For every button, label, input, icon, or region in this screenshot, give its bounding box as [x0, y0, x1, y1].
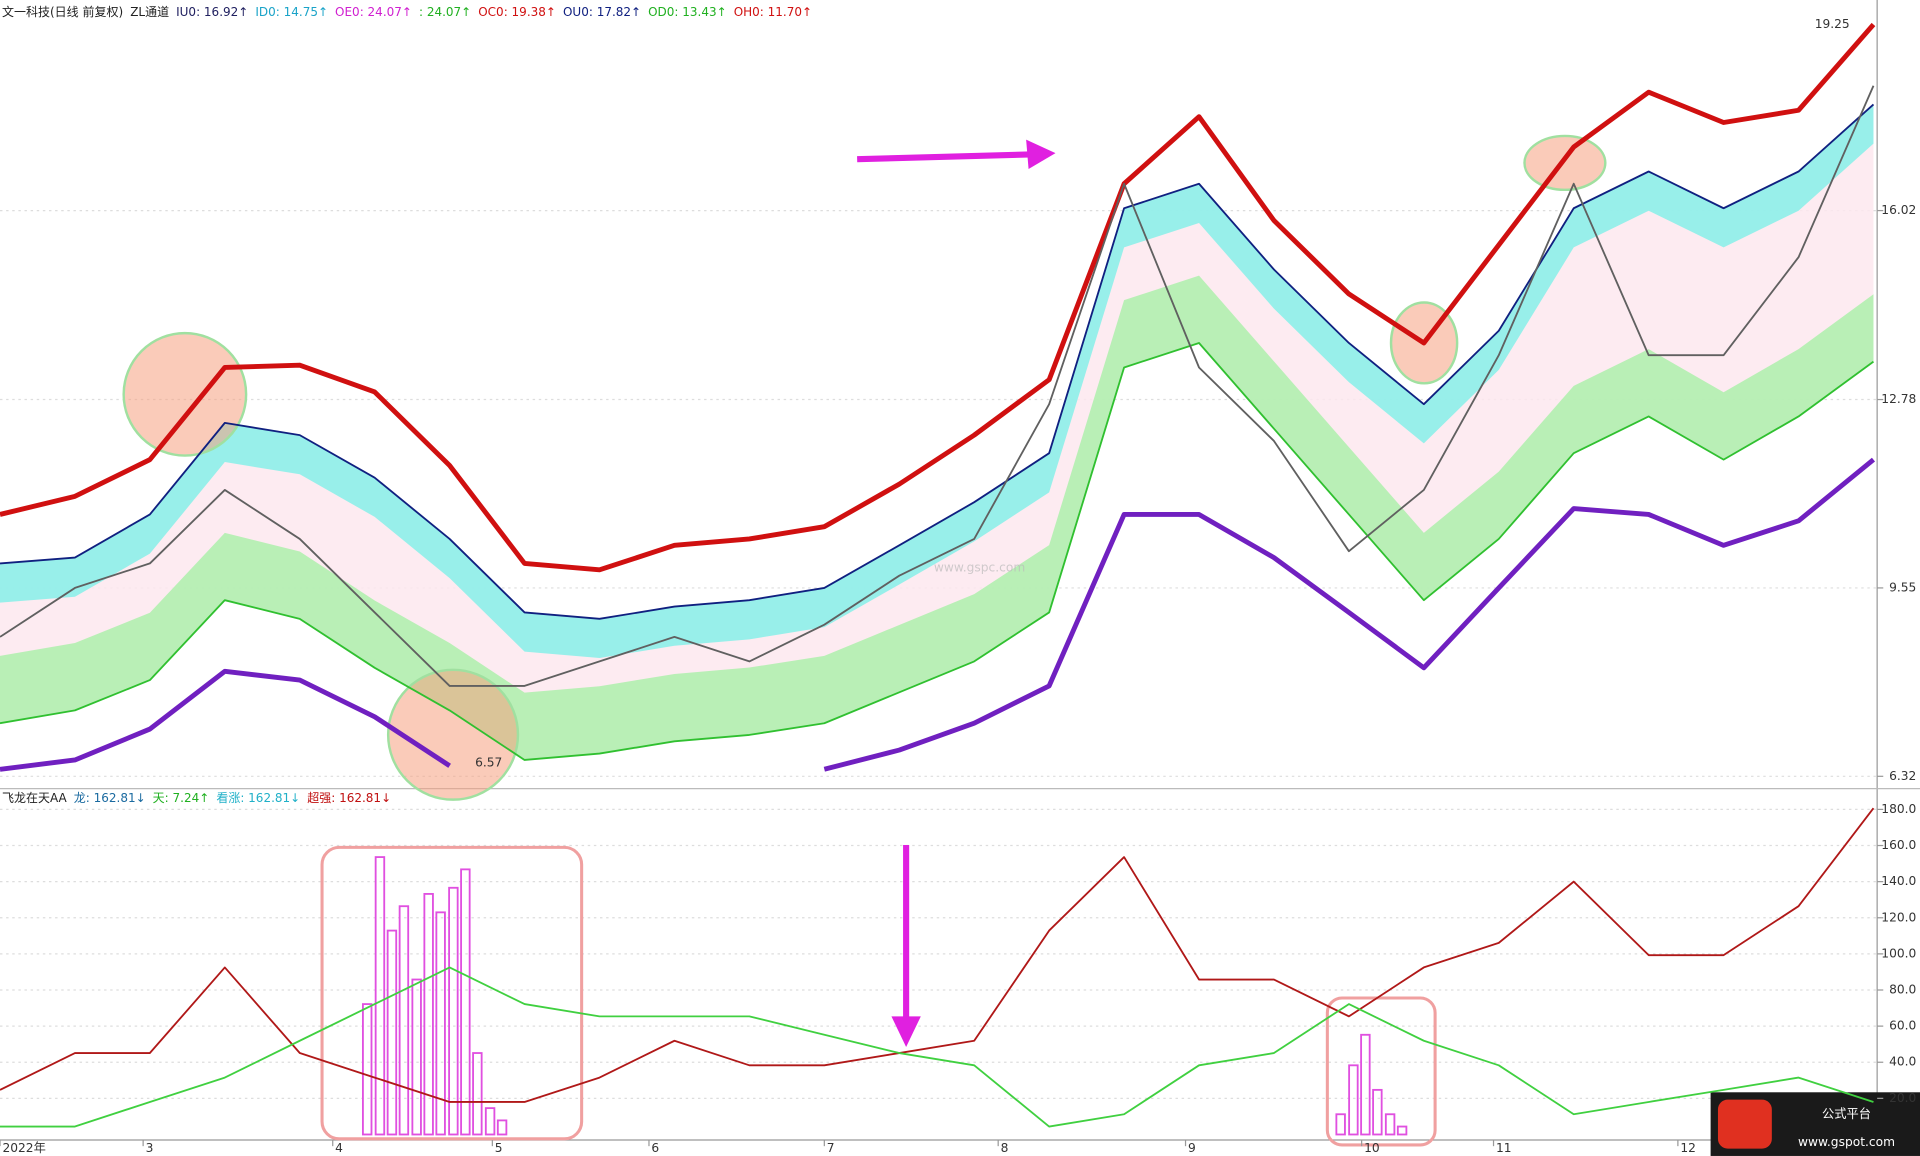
header-value: OE0: 24.07↑ [335, 5, 412, 19]
y-tick-label: 6.32 [1889, 769, 1916, 783]
logo-icon [1717, 1099, 1772, 1149]
decor [122, 134, 1607, 1147]
y-tick-label: 160.0 [1881, 838, 1916, 852]
histogram-bar [496, 1119, 508, 1136]
x-tick-label: 7 [827, 1141, 835, 1155]
histogram-bar [361, 1003, 373, 1136]
header-value: : 24.07↑ [418, 5, 472, 19]
arrow-head [1026, 139, 1056, 170]
histogram-bar [1396, 1125, 1408, 1136]
histogram-bar [1384, 1113, 1396, 1136]
histogram-bar [1348, 1064, 1359, 1136]
y-tick-label: 60.0 [1889, 1019, 1916, 1033]
highlight-box [1325, 996, 1437, 1147]
histogram-bar [1335, 1113, 1346, 1136]
histogram-bar [423, 893, 434, 1136]
histogram-bar [484, 1107, 496, 1136]
x-tick-label: 4 [335, 1141, 343, 1155]
y-tick-label: 16.02 [1881, 203, 1916, 217]
y-tick-label: 9.55 [1889, 580, 1916, 594]
header-value: OC0: 19.38↑ [478, 5, 556, 19]
series-line [0, 807, 1875, 1103]
series-line [0, 966, 1874, 1128]
y-tick-label: 120.0 [1881, 910, 1916, 924]
header-value: OU0: 17.82↑ [562, 5, 642, 19]
histogram-bar [411, 978, 422, 1136]
y-tick-label: 12.78 [1881, 392, 1916, 406]
histogram-bar [472, 1052, 483, 1136]
series-line [0, 457, 1876, 772]
highlight-box [320, 845, 584, 1141]
x-tick-label: 3 [146, 1141, 154, 1155]
x-tick-label: 2022年 [2, 1141, 45, 1155]
y-tick-label: 140.0 [1881, 874, 1916, 888]
logo-url: www.gspot.com [1798, 1135, 1895, 1149]
histogram-bar [1372, 1088, 1383, 1136]
annotation: 19.25 [1815, 17, 1850, 31]
highlight-circle [122, 331, 248, 457]
header-value: OH0: 11.70↑ [733, 5, 813, 19]
header-value: 看涨: 162.81↓ [216, 791, 301, 805]
histogram-bar [460, 868, 471, 1136]
lower-band [0, 275, 1874, 760]
series-line [0, 103, 1875, 620]
x-tick-label: 5 [495, 1141, 503, 1155]
y-tick-label: 80.0 [1889, 983, 1916, 997]
histogram-bar [448, 886, 459, 1136]
y-tick-label: 20.0 [1889, 1091, 1916, 1105]
y-tick-label: 40.0 [1889, 1055, 1916, 1069]
header-value: ID0: 14.75↑ [255, 5, 329, 19]
x-tick-label: 9 [1188, 1141, 1196, 1155]
annotation: 6.57 [475, 755, 502, 769]
x-tick-label: 6 [651, 1141, 659, 1155]
series-line [0, 342, 1875, 761]
header-value: 龙: 162.81↓ [73, 791, 146, 805]
x-tick-label: 8 [1001, 1141, 1009, 1155]
watermark: www.gspc.com [934, 561, 1025, 575]
main-header: 文一科技(日线 前复权) ZL通道 IU0: 16.92↑ ID0: 14.75↑ OE… [2, 3, 819, 20]
indicator-name: ZL通道 [130, 5, 170, 19]
x-tick-label: 11 [1496, 1141, 1512, 1155]
histogram-bar [435, 911, 446, 1136]
x-tick-label: 12 [1680, 1141, 1696, 1155]
highlight-circle [1523, 134, 1607, 192]
histogram-bar [374, 856, 386, 1136]
header-value: IU0: 16.92↑ [176, 5, 249, 19]
arrow-head [891, 1016, 921, 1047]
stock-title: 文一科技(日线 前复权) [2, 5, 124, 19]
indicator-name: 飞龙在天AA [2, 791, 67, 805]
header-value: 超强: 162.81↓ [307, 791, 392, 805]
header-value: OD0: 13.43↑ [648, 5, 727, 19]
x-tick-label: 10 [1364, 1141, 1380, 1155]
arrow [857, 151, 1035, 163]
series-line [0, 85, 1875, 687]
header-value: 天: 7.24↑ [152, 791, 210, 805]
upper-band [0, 104, 1874, 659]
highlight-circle [386, 668, 520, 801]
indicator-header: 飞龙在天AA 龙: 162.81↓ 天: 7.24↑ 看涨: 162.81↓ 超强: 1… [2, 789, 398, 806]
histogram-bar [386, 929, 398, 1136]
histogram-bar [1360, 1033, 1371, 1136]
y-tick-label: 100.0 [1881, 946, 1916, 960]
y-tick-label: 180.0 [1881, 802, 1916, 816]
series-line [0, 22, 1876, 573]
logo-text: 公式平台 [1822, 1106, 1871, 1121]
histogram-bar [398, 905, 410, 1136]
